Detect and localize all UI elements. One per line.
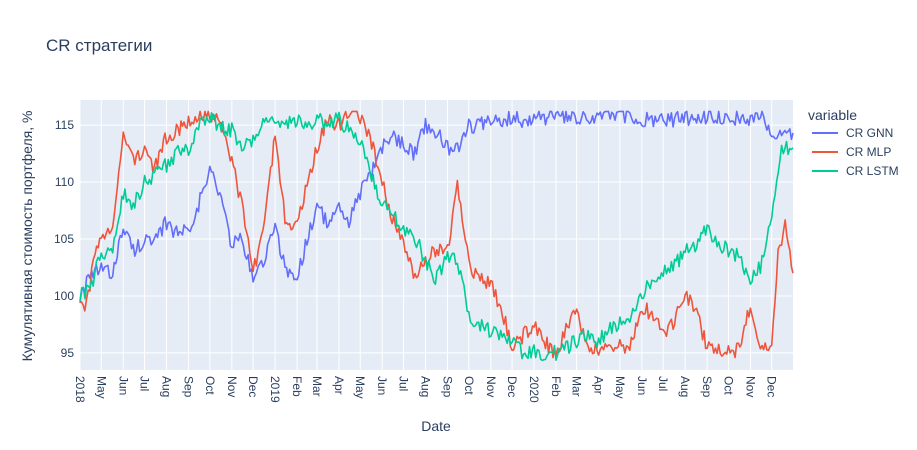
legend: variable CR GNN CR MLP CR LSTM xyxy=(808,107,899,178)
y-tick-label: 100 xyxy=(54,289,74,303)
x-tick-label: Feb xyxy=(549,376,563,397)
y-tick-label: 95 xyxy=(61,346,75,360)
chart-title: CR стратегии xyxy=(46,36,152,55)
x-tick-label: Mar xyxy=(310,376,324,397)
x-tick-label: Oct xyxy=(462,376,476,395)
y-tick-label: 105 xyxy=(54,232,74,246)
x-tick-label: May xyxy=(353,376,367,399)
y-tick-labels: 95 100 105 110 115 xyxy=(54,118,74,360)
x-tick-label: Dec xyxy=(765,376,779,397)
x-tick-label: Sep xyxy=(182,376,196,398)
x-axis-title: Date xyxy=(421,418,451,434)
x-tick-label: Sep xyxy=(700,376,714,398)
x-tick-label: May xyxy=(613,376,627,399)
series-lines xyxy=(79,110,794,362)
x-tick-label: Dec xyxy=(505,376,519,397)
x-tick-label: Jun xyxy=(116,376,130,395)
y-tick-label: 115 xyxy=(55,118,74,132)
series-line xyxy=(79,111,794,362)
x-tick-label: Oct xyxy=(721,376,735,395)
x-tick-label: Jun xyxy=(635,376,649,395)
x-tick-label: Dec xyxy=(246,376,260,397)
x-tick-labels: 2018 May Jun Jul Aug Sep Oct Nov Dec 2019 Feb Mar Ap… xyxy=(73,376,779,403)
x-tick-label: Aug xyxy=(160,376,174,397)
x-tick-label: Sep xyxy=(440,376,454,398)
x-tick-label: 2018 xyxy=(73,376,87,403)
x-tick-label: Jul xyxy=(656,376,670,391)
x-tick-label: Aug xyxy=(678,376,692,397)
x-tick-label: Aug xyxy=(419,376,433,397)
x-tick-label: Nov xyxy=(484,376,498,397)
legend-item-label: CR MLP xyxy=(846,145,891,159)
x-tick-label: Jul xyxy=(138,376,152,391)
x-tick-label: Jul xyxy=(397,376,411,391)
grid xyxy=(79,100,793,370)
x-tick-label: Apr xyxy=(592,376,606,395)
legend-item-label: CR LSTM xyxy=(846,164,899,178)
y-tick-label: 110 xyxy=(55,175,74,189)
legend-item-label: CR GNN xyxy=(846,126,893,140)
x-tick-label: May xyxy=(94,376,108,399)
x-tick-label: Mar xyxy=(570,376,584,397)
plot-area xyxy=(80,100,793,370)
x-tick-label: 2019 xyxy=(268,376,282,403)
x-tick-label: 2020 xyxy=(527,376,541,403)
series-line xyxy=(79,110,794,359)
x-tick-label: Oct xyxy=(203,376,217,395)
legend-title: variable xyxy=(808,107,857,123)
x-tick-label: Apr xyxy=(332,376,346,395)
x-tick-label: Nov xyxy=(225,376,239,397)
series-line xyxy=(79,110,794,304)
x-tick-label: Nov xyxy=(743,376,757,397)
y-axis-title: Кумулятивная стоимость портфеля, % xyxy=(19,111,35,362)
x-tick-label: Feb xyxy=(290,376,304,397)
x-tick-label: Jun xyxy=(375,376,389,395)
